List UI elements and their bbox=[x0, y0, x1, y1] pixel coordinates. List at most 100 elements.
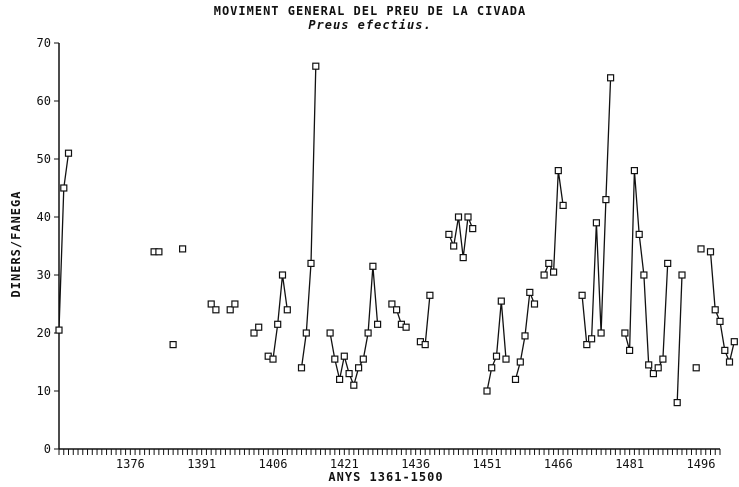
data-point bbox=[331, 355, 339, 363]
data-point bbox=[606, 74, 615, 82]
data-point bbox=[226, 306, 234, 314]
data-point bbox=[207, 300, 215, 308]
data-point bbox=[559, 201, 567, 209]
data-point bbox=[464, 213, 472, 221]
data-point bbox=[60, 184, 68, 192]
data-point bbox=[630, 167, 639, 175]
data-point bbox=[345, 370, 353, 378]
y-axis-label: DINERS/FANEGA bbox=[9, 191, 23, 298]
data-point bbox=[274, 320, 282, 328]
data-point bbox=[602, 196, 610, 204]
data-point bbox=[350, 381, 358, 389]
data-point bbox=[587, 335, 596, 343]
data-point bbox=[697, 245, 705, 253]
y-tick-label: 50 bbox=[37, 152, 51, 166]
x-tick-label: 1406 bbox=[259, 457, 288, 471]
data-point bbox=[426, 291, 434, 299]
data-point bbox=[393, 306, 401, 314]
series-line bbox=[267, 274, 288, 361]
data-point bbox=[388, 300, 396, 308]
series-line bbox=[420, 295, 431, 346]
x-tick-label: 1466 bbox=[544, 457, 573, 471]
data-point bbox=[445, 230, 453, 238]
data-point bbox=[55, 326, 63, 334]
data-point bbox=[307, 259, 315, 267]
data-point bbox=[545, 259, 553, 267]
data-point bbox=[421, 341, 429, 349]
data-point bbox=[64, 149, 73, 157]
data-point bbox=[297, 364, 306, 372]
data-point bbox=[511, 375, 520, 383]
series-line bbox=[543, 170, 564, 276]
plot-area bbox=[55, 62, 738, 407]
data-point bbox=[179, 245, 187, 253]
data-point bbox=[554, 167, 562, 175]
y-tick-label: 30 bbox=[37, 268, 51, 282]
x-axis-label: ANYS 1361-1500 bbox=[328, 470, 443, 484]
data-point bbox=[326, 329, 334, 337]
y-tick-label: 60 bbox=[37, 94, 51, 108]
data-point bbox=[492, 352, 501, 360]
data-point bbox=[483, 387, 491, 395]
data-point bbox=[692, 364, 700, 372]
series-line bbox=[624, 170, 669, 375]
x-tick-label: 1436 bbox=[401, 457, 430, 471]
series-line bbox=[486, 301, 507, 392]
data-point bbox=[502, 355, 510, 363]
y-tick-label: 70 bbox=[37, 36, 51, 50]
data-point bbox=[231, 300, 239, 308]
data-point bbox=[530, 300, 539, 308]
data-point bbox=[359, 355, 367, 363]
x-tick-label: 1376 bbox=[116, 457, 145, 471]
series-line bbox=[300, 66, 317, 368]
data-point bbox=[664, 259, 672, 267]
series-line bbox=[329, 266, 379, 388]
data-point bbox=[454, 213, 463, 221]
data-point bbox=[450, 242, 458, 250]
y-tick-label: 40 bbox=[37, 210, 51, 224]
x-tick-label: 1481 bbox=[615, 457, 644, 471]
data-point bbox=[526, 288, 534, 296]
data-point bbox=[169, 341, 177, 349]
data-point bbox=[340, 352, 348, 360]
data-point bbox=[592, 219, 601, 227]
data-point bbox=[725, 358, 734, 366]
data-point bbox=[283, 306, 291, 314]
data-point bbox=[711, 306, 719, 314]
data-point bbox=[355, 364, 363, 372]
data-point bbox=[716, 317, 724, 325]
data-point bbox=[549, 268, 558, 276]
chart-title: MOVIMENT GENERAL DEL PREU DE LA CIVADA bbox=[214, 4, 527, 18]
chart-subtitle: Preus efectius. bbox=[308, 18, 431, 32]
series-line bbox=[676, 274, 683, 403]
data-point bbox=[278, 271, 287, 279]
data-point bbox=[374, 320, 382, 328]
x-tick-label: 1496 bbox=[687, 457, 716, 471]
data-point bbox=[649, 370, 658, 378]
data-point bbox=[721, 346, 729, 354]
data-point bbox=[730, 338, 738, 346]
data-point bbox=[673, 399, 681, 407]
data-point bbox=[336, 375, 344, 383]
data-point bbox=[364, 329, 372, 337]
data-point bbox=[635, 230, 643, 238]
data-point bbox=[155, 248, 163, 256]
x-tick-label: 1421 bbox=[330, 457, 359, 471]
data-point bbox=[302, 329, 310, 337]
y-tick-label: 20 bbox=[37, 326, 51, 340]
data-point bbox=[497, 297, 505, 305]
data-point bbox=[659, 355, 667, 363]
data-point bbox=[312, 62, 320, 70]
series-line bbox=[581, 77, 612, 347]
data-point bbox=[369, 262, 377, 270]
data-point bbox=[597, 329, 605, 337]
axes: 0 10 20 30 40 50 60 70 1376 1391 1406 1421 1436 1451 1… bbox=[37, 36, 721, 471]
data-point bbox=[516, 358, 524, 366]
y-tick-label: 10 bbox=[37, 384, 51, 398]
data-point bbox=[521, 332, 529, 340]
data-point bbox=[269, 355, 277, 363]
x-tick-label: 1451 bbox=[473, 457, 502, 471]
data-point bbox=[706, 248, 715, 256]
series-line bbox=[58, 153, 70, 331]
data-point bbox=[212, 306, 220, 314]
